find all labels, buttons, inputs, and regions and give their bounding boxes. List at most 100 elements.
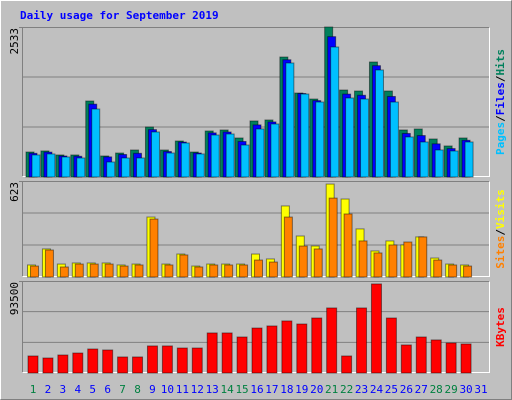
bar xyxy=(221,332,233,374)
bar xyxy=(161,345,173,374)
x-tick-label: 16 xyxy=(250,383,263,396)
bar xyxy=(268,261,278,278)
legend-entry: Visits xyxy=(494,189,507,229)
x-tick-label: 24 xyxy=(370,383,384,396)
bar xyxy=(42,357,54,374)
bar xyxy=(44,249,54,278)
x-tick-label: 6 xyxy=(104,383,111,396)
bar xyxy=(283,216,293,278)
x-tick-label: 8 xyxy=(134,383,141,396)
bar xyxy=(330,46,340,178)
x-tick-label: 11 xyxy=(176,383,189,396)
bar xyxy=(106,161,116,178)
plot-bevel xyxy=(22,27,490,177)
bar xyxy=(87,348,99,374)
bar xyxy=(389,101,399,178)
bar xyxy=(150,131,160,178)
bar xyxy=(76,157,86,178)
legend-separator: / xyxy=(494,75,507,82)
legend-entry: KBytes xyxy=(494,307,507,347)
bar xyxy=(360,98,370,178)
bar xyxy=(400,344,412,374)
x-tick-label: 27 xyxy=(415,383,428,396)
bar xyxy=(463,265,473,278)
x-tick-label: 25 xyxy=(385,383,398,396)
y-tick-label: 93500 xyxy=(8,282,21,315)
bar xyxy=(149,218,159,278)
x-tick-label: 14 xyxy=(221,383,235,396)
bar xyxy=(448,264,458,278)
x-tick-label: 9 xyxy=(149,383,156,396)
bar xyxy=(311,317,323,374)
bar xyxy=(239,264,249,278)
bar xyxy=(180,142,190,178)
legend-separator: / xyxy=(494,229,507,236)
bar xyxy=(209,264,219,278)
bar xyxy=(430,339,442,374)
bar xyxy=(72,352,84,374)
bar xyxy=(134,264,144,278)
bar xyxy=(315,101,325,178)
plot-bevel xyxy=(22,281,490,373)
x-tick-label: 7 xyxy=(119,383,126,396)
bar xyxy=(136,157,146,178)
x-tick-label: 21 xyxy=(325,383,338,396)
x-tick-label: 18 xyxy=(280,383,293,396)
legend-entry: Hits xyxy=(494,49,507,76)
bar xyxy=(121,157,131,178)
bar xyxy=(91,108,101,178)
bar xyxy=(328,197,338,278)
bar xyxy=(356,307,368,374)
bar xyxy=(345,97,355,178)
bar xyxy=(132,356,144,374)
legend-entry: Files xyxy=(494,82,507,115)
bar xyxy=(236,336,248,374)
bar xyxy=(326,307,338,374)
bar xyxy=(74,263,84,278)
bar xyxy=(176,347,188,374)
bar xyxy=(146,345,158,374)
bar xyxy=(46,153,56,178)
bar xyxy=(255,128,265,178)
bar xyxy=(266,325,278,374)
bar xyxy=(341,355,353,374)
bar xyxy=(251,327,263,374)
bar xyxy=(464,141,474,178)
bar xyxy=(343,213,353,278)
x-tick-label: 13 xyxy=(206,383,219,396)
x-tick-label: 12 xyxy=(191,383,204,396)
bar xyxy=(57,354,69,374)
bar xyxy=(403,241,413,278)
bar xyxy=(385,317,397,374)
plot-bevel xyxy=(22,181,490,277)
bar xyxy=(164,264,174,278)
x-tick-label: 20 xyxy=(310,383,323,396)
bar xyxy=(285,62,295,178)
x-tick-label: 15 xyxy=(235,383,248,396)
bar xyxy=(270,123,280,178)
bar xyxy=(225,133,235,178)
bar xyxy=(281,320,293,374)
bar xyxy=(59,266,69,278)
bar xyxy=(191,347,203,374)
bar xyxy=(194,266,204,278)
bar xyxy=(370,283,382,374)
x-tick-label: 29 xyxy=(445,383,458,396)
bar xyxy=(31,154,41,178)
bar xyxy=(300,93,310,178)
x-tick-label: 31 xyxy=(474,383,487,396)
bar xyxy=(460,343,472,374)
bar xyxy=(388,244,398,278)
x-tick-label: 3 xyxy=(60,383,67,396)
legend: KBytes xyxy=(494,307,507,347)
legend-entry: Sites xyxy=(494,236,507,269)
bar xyxy=(358,240,368,278)
y-tick-label: 623 xyxy=(8,182,21,202)
bar xyxy=(419,141,429,178)
bar xyxy=(418,236,428,278)
bar xyxy=(102,349,114,374)
x-tick-label: 4 xyxy=(74,383,81,396)
bar xyxy=(195,153,205,178)
